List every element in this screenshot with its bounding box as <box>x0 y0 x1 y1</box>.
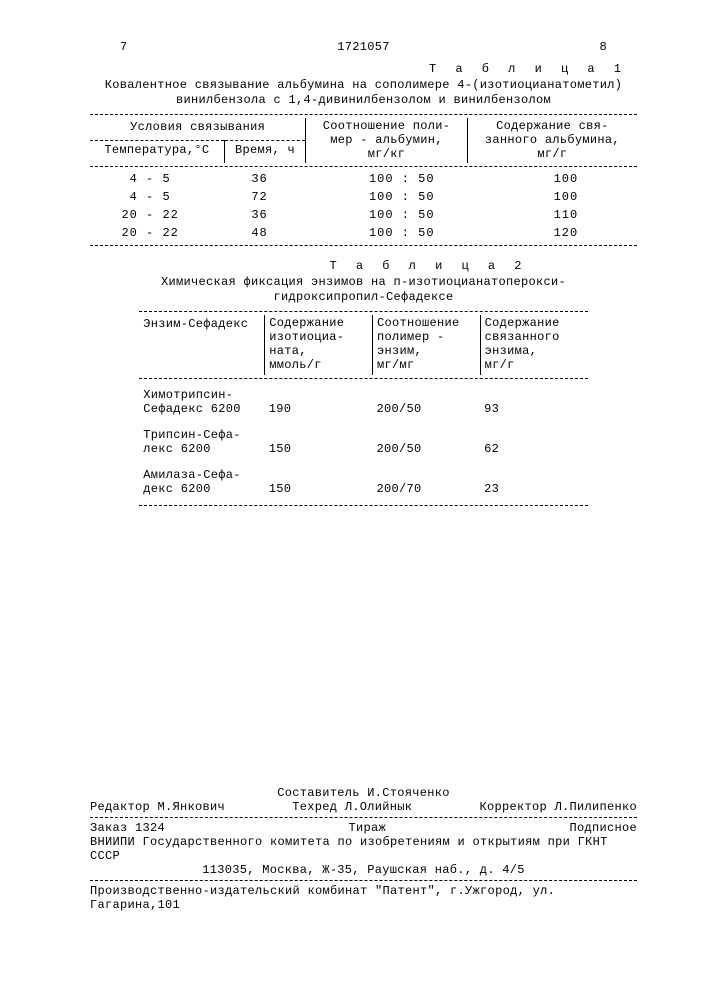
table-row: 4 - 572100 : 50100 <box>90 188 637 206</box>
rule <box>90 166 637 167</box>
prod-line: Производственно-издательский комбинат "П… <box>90 884 637 912</box>
table1-caption: Ковалентное связывание альбумина на сопо… <box>90 78 637 108</box>
page-left: 7 <box>120 40 128 54</box>
t2-head-ratio: Соотношение полимер - энзим, мг/мг <box>372 315 480 374</box>
t1-head-ratio: Соотношение поли- мер - альбумин, мг/кг <box>306 118 467 163</box>
rule <box>139 311 588 312</box>
org-line1: ВНИИПИ Государственного комитета по изоб… <box>90 835 637 863</box>
rule <box>139 505 588 506</box>
corrector: Корректор Л.Пилипенко <box>479 800 637 814</box>
rule <box>90 817 637 818</box>
table1: Условия связывания Соотношение поли- мер… <box>90 118 637 163</box>
table2-head: Энзим-Сефадекс Содержание изотиоциа- нат… <box>139 315 588 374</box>
t1-head-group: Условия связывания <box>90 118 306 141</box>
table2-body: Химотрипсин- Сефадекс 6200190200/5093Три… <box>139 382 588 502</box>
page-right: 8 <box>599 40 607 54</box>
compiler: Составитель И.Стояченко <box>90 786 637 800</box>
doc-number: 1721057 <box>337 40 390 54</box>
table-row: Химотрипсин- Сефадекс 6200190200/5093 <box>139 382 588 422</box>
tirazh: Тираж <box>348 821 386 835</box>
footer: Составитель И.Стояченко Редактор М.Янков… <box>90 786 637 912</box>
table-row: 20 - 2248100 : 50120 <box>90 224 637 242</box>
rule <box>90 245 637 246</box>
table-row: Трипсин-Сефа- лекс 6200150200/5062 <box>139 422 588 462</box>
t1-head-temp: Температура,°С <box>90 141 224 164</box>
t2-head-enzyme: Энзим-Сефадекс <box>139 315 265 374</box>
table1-body: 4 - 536100 : 501004 - 572100 : 5010020 -… <box>90 170 637 242</box>
table1-label: Т а б л и ц а 1 <box>90 62 627 76</box>
techred: Техред Л.Олийнык <box>292 800 412 814</box>
editor: Редактор М.Янкович <box>90 800 225 814</box>
rule <box>90 880 637 881</box>
order: Заказ 1324 <box>90 821 165 835</box>
podpis: Подписное <box>569 821 637 835</box>
page-header: 7 1721057 8 <box>120 40 607 54</box>
table2-label: Т а б л и ц а 2 <box>279 259 578 273</box>
rule <box>90 114 637 115</box>
org-line2: 113035, Москва, Ж-35, Раушская наб., д. … <box>90 863 637 877</box>
t1-head-time: Время, ч <box>224 141 306 164</box>
table-row: 20 - 2236100 : 50110 <box>90 206 637 224</box>
t2-head-content: Содержание связанного энзима, мг/г <box>480 315 588 374</box>
table-row: 4 - 536100 : 50100 <box>90 170 637 188</box>
t1-head-content: Содержание свя- занного альбумина, мг/г <box>467 118 637 163</box>
table2-caption: Химическая фиксация энзимов на п-изотиоц… <box>139 275 588 305</box>
table-row: Амилаза-Сефа- декс 6200150200/7023 <box>139 462 588 502</box>
t2-head-iso: Содержание изотиоциа- ната, ммоль/г <box>265 315 373 374</box>
rule <box>139 378 588 379</box>
